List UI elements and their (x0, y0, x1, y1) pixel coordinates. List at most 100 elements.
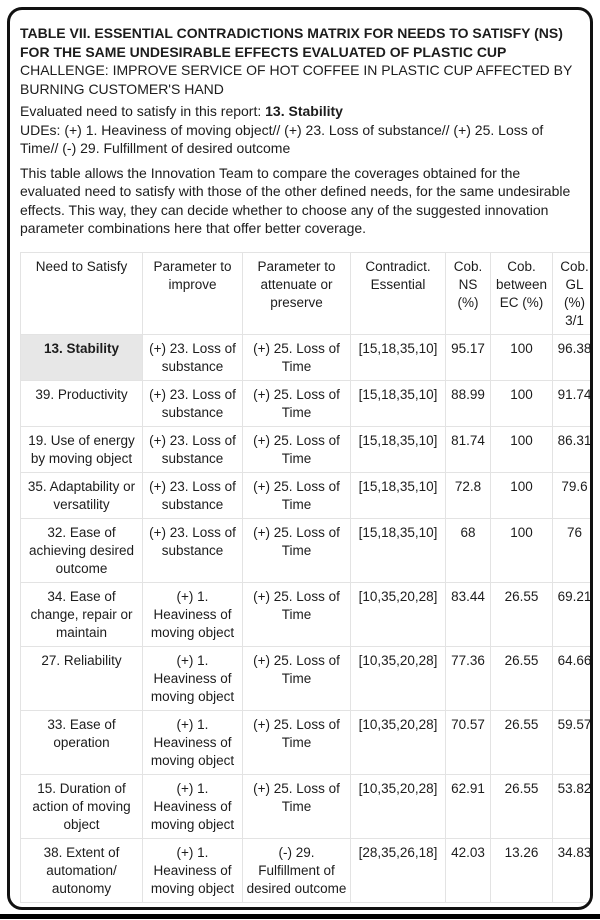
table-cell: 77.36 (445, 645, 491, 711)
column-header-cob-between-ec: Cob. between EC (%) (490, 251, 553, 335)
page-bottom-edge (0, 914, 600, 919)
table-cell: 100 (490, 333, 553, 381)
table-row: 15. Duration of action of moving object(… (20, 773, 590, 839)
table-cell: 69.21 (552, 581, 590, 647)
table-cell: (+) 25. Loss of Time (242, 471, 351, 519)
table-cell: [10,35,20,28] (350, 709, 446, 775)
table-cell: (-) 29. Fulfillment of desired outcome (242, 837, 351, 903)
table-title: TABLE VII. ESSENTIAL CONTRADICTIONS MATR… (20, 25, 563, 60)
table-cell: (+) 23. Loss of substance (142, 333, 243, 381)
table-cell: [15,18,35,10] (350, 471, 446, 519)
table-cell: (+) 1. Heaviness of moving object (142, 773, 243, 839)
table-cell: 62.91 (445, 773, 491, 839)
table-row: 19. Use of energy by moving object (+) 23… (20, 425, 590, 473)
table-cell: (+) 23. Loss of substance (142, 517, 243, 583)
need-cell: 34. Ease of change, repair or maintain (20, 581, 143, 647)
description-paragraph: This table allows the Innovation Team to… (20, 164, 571, 237)
need-cell: 32. Ease of achieving desired outcome (20, 517, 143, 583)
contradictions-table: Need to Satisfy Parameter to improve Par… (20, 251, 590, 903)
table-cell: 100 (490, 517, 553, 583)
table-cell: (+) 25. Loss of Time (242, 425, 351, 473)
need-cell: 33. Ease of operation (20, 709, 143, 775)
table-cell: 26.55 (490, 773, 553, 839)
table-cell: [28,35,26,18] (350, 837, 446, 903)
table-cell: 34.83 (552, 837, 590, 903)
need-cell: 15. Duration of action of moving object (20, 773, 143, 839)
table-cell: 26.55 (490, 709, 553, 775)
table-row: 33. Ease of operation (+) 1. Heaviness of… (20, 709, 590, 775)
table-cell: 68 (445, 517, 491, 583)
challenge-text: CHALLENGE: IMPROVE SERVICE OF HOT COFFEE… (20, 62, 573, 97)
table-cell: (+) 25. Loss of Time (242, 581, 351, 647)
table-cell: 70.57 (445, 709, 491, 775)
table-cell: 100 (490, 471, 553, 519)
table-cell: 88.99 (445, 379, 491, 427)
table-cell: 26.55 (490, 581, 553, 647)
table-cell: (+) 25. Loss of Time (242, 645, 351, 711)
evaluated-need-line: Evaluated need to satisfy in this report… (20, 102, 582, 121)
page-border: TABLE VII. ESSENTIAL CONTRADICTIONS MATR… (7, 7, 593, 910)
report-meta: Evaluated need to satisfy in this report… (20, 102, 582, 158)
table-cell: (+) 25. Loss of Time (242, 379, 351, 427)
table-cell: 79.6 (552, 471, 590, 519)
table-row: 35. Adaptability or versatility (+) 23. L… (20, 471, 590, 519)
table-cell: 100 (490, 379, 553, 427)
table-cell: [15,18,35,10] (350, 425, 446, 473)
table-cell: (+) 25. Loss of Time (242, 517, 351, 583)
table-cell: [10,35,20,28] (350, 645, 446, 711)
table-cell: (+) 25. Loss of Time (242, 773, 351, 839)
table-cell: (+) 23. Loss of substance (142, 471, 243, 519)
table-row: 27. Reliability (+) 1. Heaviness of movin… (20, 645, 590, 711)
table-cell: (+) 1. Heaviness of moving object (142, 709, 243, 775)
column-header-parameter-to-improve: Parameter to improve (142, 251, 243, 335)
need-cell: 19. Use of energy by moving object (20, 425, 143, 473)
table-cell: 95.17 (445, 333, 491, 381)
column-header-parameter-to-attenuate: Parameter to attenuate or preserve (242, 251, 351, 335)
need-cell: 39. Productivity (20, 379, 143, 427)
table-cell: [10,35,20,28] (350, 581, 446, 647)
table-cell: 81.74 (445, 425, 491, 473)
header-row: Need to Satisfy Parameter to improve Par… (20, 251, 590, 335)
table-cell: 100 (490, 425, 553, 473)
table-cell: 72.8 (445, 471, 491, 519)
table-cell: (+) 1. Heaviness of moving object (142, 581, 243, 647)
column-header-need-to-satisfy: Need to Satisfy (20, 251, 143, 335)
table-row: 13. Stability (+) 23. Loss of substance (+… (20, 333, 590, 381)
udes-line: UDEs: (+) 1. Heaviness of moving object/… (20, 121, 544, 157)
table-cell: 96.38 (552, 333, 590, 381)
table-cell: [10,35,20,28] (350, 773, 446, 839)
document-header: TABLE VII. ESSENTIAL CONTRADICTIONS MATR… (20, 24, 582, 98)
need-cell: 13. Stability (20, 333, 143, 381)
table-cell: 64.66 (552, 645, 590, 711)
table-row: 39. Productivity (+) 23. Loss of substanc… (20, 379, 590, 427)
table-cell: (+) 23. Loss of substance (142, 425, 243, 473)
table-row: 38. Extent of automation/ autonomy (+) 1.… (20, 837, 590, 903)
evaluated-need-value: 13. Stability (265, 103, 343, 119)
evaluated-need-label: Evaluated need to satisfy in this report… (20, 103, 262, 119)
table-cell: 53.82 (552, 773, 590, 839)
table-cell: [15,18,35,10] (350, 333, 446, 381)
table-body: 13. Stability (+) 23. Loss of substance (+… (20, 333, 590, 903)
table-header: Need to Satisfy Parameter to improve Par… (20, 251, 590, 335)
need-cell: 27. Reliability (20, 645, 143, 711)
column-header-cob-ns: Cob. NS (%) (445, 251, 491, 335)
table-cell: 91.74 (552, 379, 590, 427)
table-cell: (+) 1. Heaviness of moving object (142, 645, 243, 711)
table-cell: 76 (552, 517, 590, 583)
table-cell: (+) 23. Loss of substance (142, 379, 243, 427)
table-cell: (+) 25. Loss of Time (242, 709, 351, 775)
table-cell: 83.44 (445, 581, 491, 647)
table-cell: 26.55 (490, 645, 553, 711)
table-cell: 59.57 (552, 709, 590, 775)
table-cell: [15,18,35,10] (350, 379, 446, 427)
need-cell: 35. Adaptability or versatility (20, 471, 143, 519)
column-header-contradict-essential: Contradict. Essential (350, 251, 446, 335)
need-cell: 38. Extent of automation/ autonomy (20, 837, 143, 903)
table-cell: (+) 25. Loss of Time (242, 333, 351, 381)
table-row: 32. Ease of achieving desired outcome (+)… (20, 517, 590, 583)
column-header-cob-gl: Cob. GL (%) 3/1 (552, 251, 590, 335)
table-cell: 42.03 (445, 837, 491, 903)
table-cell: 86.31 (552, 425, 590, 473)
table-cell: 13.26 (490, 837, 553, 903)
table-row: 34. Ease of change, repair or maintain (+… (20, 581, 590, 647)
